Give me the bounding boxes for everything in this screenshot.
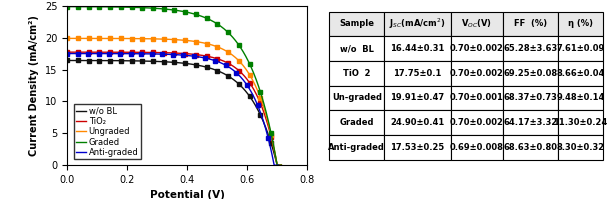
Ungraded	[179, 39, 187, 41]
Ungraded	[278, 164, 285, 166]
TiO₂	[191, 53, 198, 56]
Ungraded	[167, 38, 174, 41]
Graded	[191, 13, 198, 15]
w/o BL	[167, 61, 174, 63]
TiO₂	[165, 52, 173, 54]
Graded	[278, 164, 285, 166]
TiO₂	[274, 164, 281, 166]
TiO₂	[63, 51, 71, 53]
Anti-graded	[178, 54, 185, 56]
Ungraded	[273, 159, 280, 161]
Legend: w/o BL, TiO₂, Ungraded, Graded, Anti-graded: w/o BL, TiO₂, Ungraded, Graded, Anti-gra…	[74, 104, 141, 159]
TiO₂	[179, 52, 187, 55]
Line: Graded: Graded	[67, 7, 281, 165]
Line: Anti-graded: Anti-graded	[67, 54, 278, 165]
Anti-graded	[270, 159, 277, 162]
Line: w/o BL: w/o BL	[67, 60, 281, 165]
Line: TiO₂: TiO₂	[67, 52, 281, 165]
Anti-graded	[63, 52, 71, 55]
w/o BL	[274, 164, 281, 166]
Anti-graded	[274, 164, 282, 166]
TiO₂	[278, 164, 285, 166]
Graded	[63, 5, 71, 8]
w/o BL	[63, 59, 71, 62]
Anti-graded	[165, 53, 173, 56]
Graded	[179, 10, 187, 13]
w/o BL	[179, 62, 187, 64]
Graded	[239, 50, 246, 52]
Ungraded	[165, 38, 173, 41]
w/o BL	[239, 87, 246, 89]
Anti-graded	[271, 164, 278, 166]
Ungraded	[274, 164, 281, 166]
w/o BL	[165, 61, 173, 63]
w/o BL	[273, 160, 280, 163]
Anti-graded	[163, 53, 171, 56]
Anti-graded	[189, 55, 196, 57]
Ungraded	[191, 40, 198, 43]
w/o BL	[278, 164, 285, 166]
Anti-graded	[237, 75, 244, 78]
TiO₂	[239, 73, 246, 75]
Y-axis label: Current Density (mA/cm²): Current Density (mA/cm²)	[29, 15, 39, 156]
Line: Ungraded: Ungraded	[67, 38, 281, 165]
TiO₂	[273, 159, 280, 161]
Graded	[273, 158, 280, 161]
TiO₂	[167, 52, 174, 54]
Graded	[165, 8, 173, 11]
Ungraded	[63, 37, 71, 40]
Graded	[274, 164, 281, 166]
X-axis label: Potential (V): Potential (V)	[149, 190, 224, 199]
Graded	[167, 8, 174, 11]
w/o BL	[191, 63, 198, 66]
Ungraded	[239, 64, 246, 66]
